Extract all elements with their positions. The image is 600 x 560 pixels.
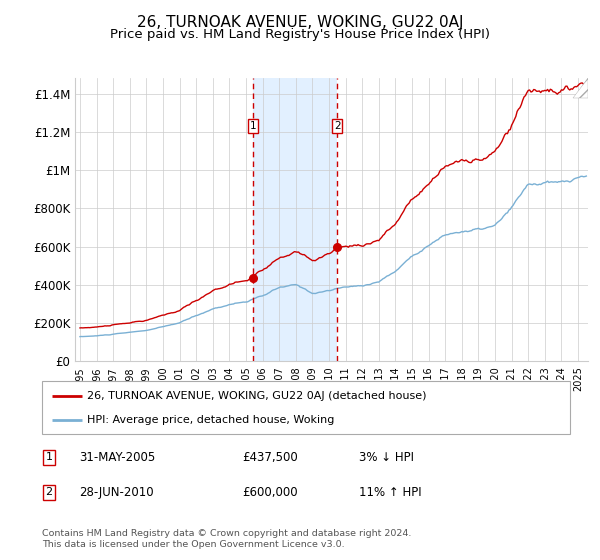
Text: 26, TURNOAK AVENUE, WOKING, GU22 0AJ: 26, TURNOAK AVENUE, WOKING, GU22 0AJ [137, 15, 463, 30]
Text: £600,000: £600,000 [242, 486, 298, 498]
Text: 26, TURNOAK AVENUE, WOKING, GU22 0AJ (detached house): 26, TURNOAK AVENUE, WOKING, GU22 0AJ (de… [87, 391, 427, 401]
Polygon shape [573, 78, 588, 97]
Text: 2: 2 [46, 487, 52, 497]
Text: HPI: Average price, detached house, Woking: HPI: Average price, detached house, Woki… [87, 415, 334, 425]
Bar [253, 78, 337, 361]
Text: 3% ↓ HPI: 3% ↓ HPI [359, 451, 414, 464]
FancyBboxPatch shape [42, 381, 570, 434]
Text: Contains HM Land Registry data © Crown copyright and database right 2024.
This d: Contains HM Land Registry data © Crown c… [42, 529, 412, 549]
Text: 28-JUN-2010: 28-JUN-2010 [79, 486, 154, 498]
Text: 1: 1 [250, 121, 256, 131]
Text: 31-MAY-2005: 31-MAY-2005 [79, 451, 155, 464]
Text: £437,500: £437,500 [242, 451, 298, 464]
Text: 11% ↑ HPI: 11% ↑ HPI [359, 486, 421, 498]
Text: 2: 2 [334, 121, 341, 131]
Text: 1: 1 [46, 452, 52, 462]
Text: Price paid vs. HM Land Registry's House Price Index (HPI): Price paid vs. HM Land Registry's House … [110, 28, 490, 41]
